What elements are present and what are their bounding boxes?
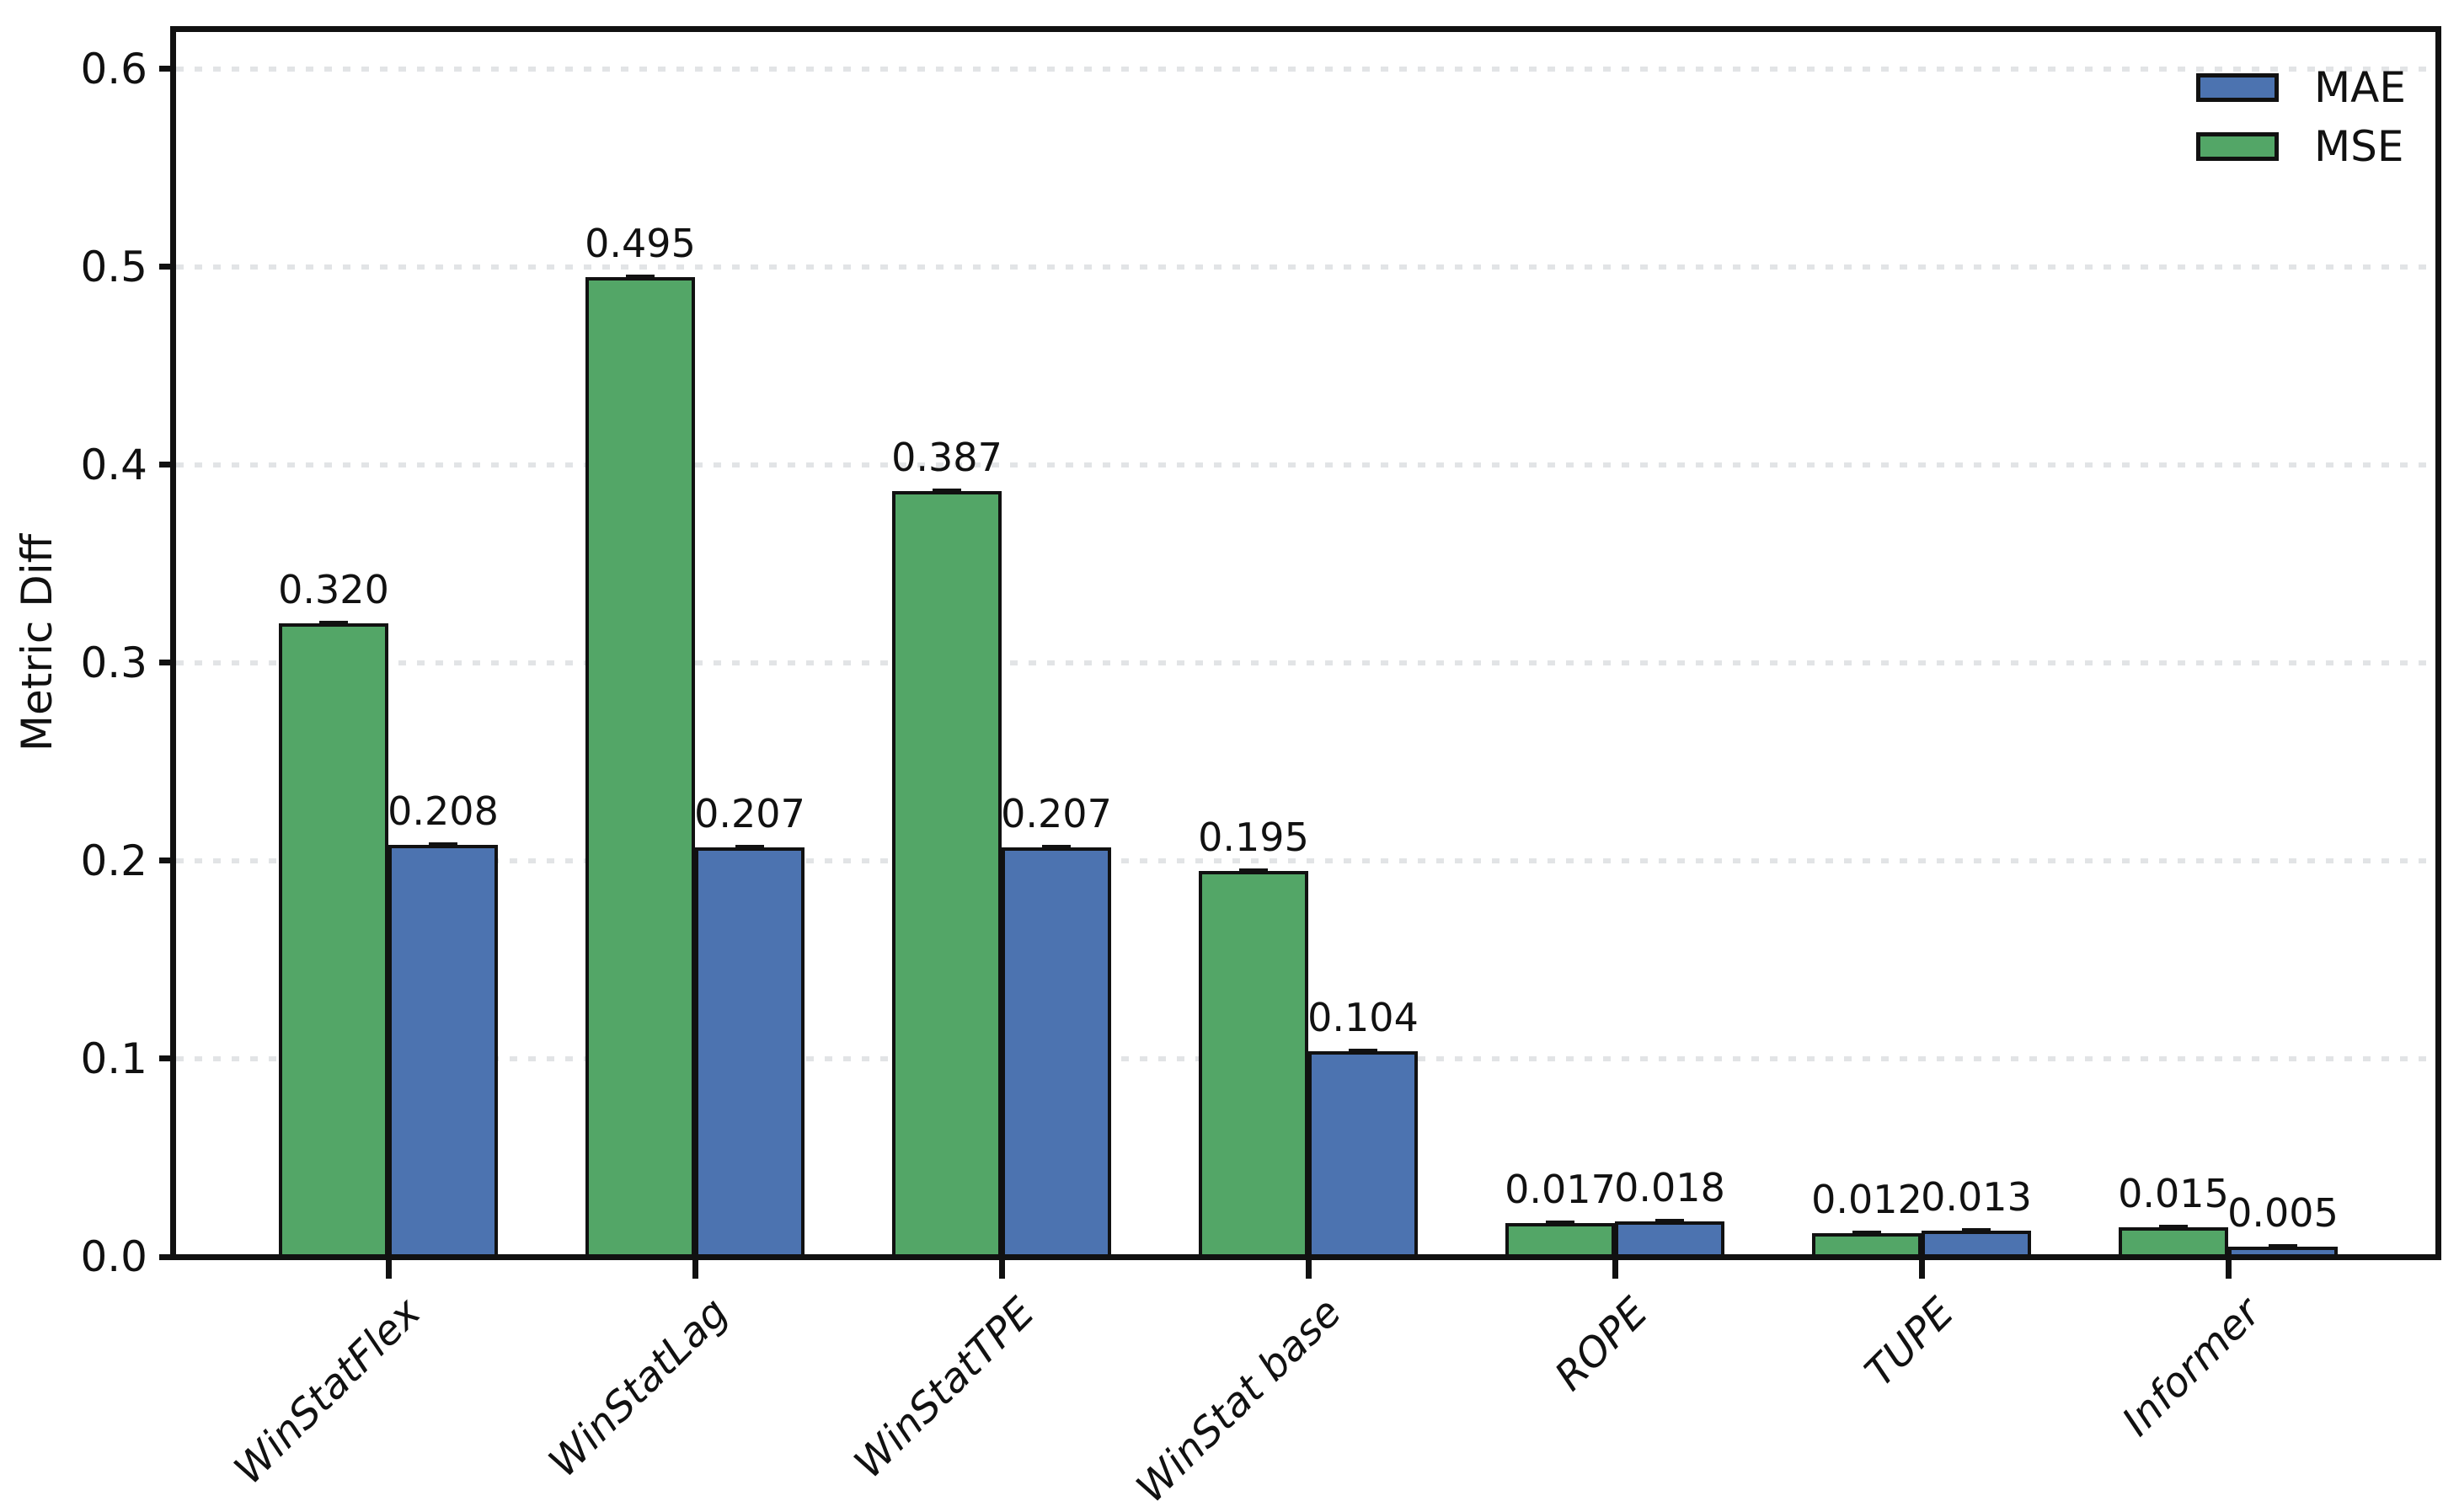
legend-entry-mse: MSE — [2196, 123, 2406, 170]
x-axis-tick-label: ROPE — [1545, 1289, 1657, 1400]
error-bar-cap — [429, 842, 457, 849]
bar-value-label: 0.104 — [1307, 994, 1419, 1040]
x-axis-tick-label: WinStat base — [1126, 1289, 1350, 1512]
bar-mse-winstatflex — [279, 622, 388, 1260]
y-axis-tick-label: 0.2 — [80, 836, 147, 885]
error-bar-cap — [2159, 1224, 2188, 1231]
legend-label: MAE — [2314, 63, 2406, 112]
x-axis-tick — [692, 1258, 698, 1279]
legend-swatch-mse — [2196, 132, 2279, 161]
error-bar-cap — [319, 620, 348, 627]
x-axis-tick-label: WinStatFlex — [225, 1289, 430, 1493]
x-axis-tick — [2225, 1258, 2232, 1279]
error-bar-cap — [1546, 1221, 1574, 1227]
error-bar-cap — [1852, 1230, 1881, 1237]
y-axis-tick — [159, 1055, 173, 1062]
bar-mse-winstat-base — [1199, 870, 1308, 1260]
bar-mse-winstatlag — [585, 276, 695, 1260]
bar-value-label: 0.495 — [585, 220, 696, 266]
x-axis-tick-label: Informer — [2113, 1289, 2270, 1445]
x-axis-tick — [385, 1258, 392, 1279]
bar-value-label: 0.012 — [1811, 1176, 1922, 1222]
bar-value-label: 0.320 — [278, 566, 389, 612]
y-axis-tick-label: 0.6 — [80, 44, 147, 93]
y-axis-tick — [159, 858, 173, 864]
bar-mae-winstatlag — [695, 847, 805, 1260]
bar-value-label: 0.005 — [2227, 1190, 2339, 1237]
y-axis-tick-label: 0.4 — [80, 440, 147, 489]
gridline — [176, 264, 2435, 270]
bar-value-label: 0.013 — [1921, 1174, 2032, 1221]
error-bar-cap — [1962, 1228, 1991, 1235]
bar-value-label: 0.018 — [1614, 1164, 1725, 1210]
y-axis-tick — [159, 66, 173, 72]
error-bar-cap — [1349, 1048, 1377, 1055]
y-axis-tick — [159, 660, 173, 666]
x-axis-tick-label: TUPE — [1856, 1289, 1964, 1397]
x-axis-tick — [1612, 1258, 1618, 1279]
bar-value-label: 0.017 — [1505, 1167, 1616, 1213]
bar-value-label: 0.207 — [1001, 790, 1112, 836]
gridline — [176, 660, 2435, 665]
bar-mae-winstatflex — [388, 845, 498, 1260]
bar-mae-winstattpe — [1002, 847, 1111, 1260]
bar-value-label: 0.207 — [694, 790, 805, 836]
x-axis-tick — [1305, 1258, 1312, 1279]
gridline — [176, 462, 2435, 467]
error-bar-cap — [735, 844, 764, 851]
gridline — [176, 858, 2435, 863]
axis-spine-right — [2435, 26, 2441, 1260]
bar-mae-winstat-base — [1308, 1050, 1418, 1260]
x-axis-tick — [998, 1258, 1005, 1279]
y-axis-tick-label: 0.3 — [80, 638, 147, 687]
bar-mse-winstattpe — [892, 490, 1002, 1260]
axis-spine-bottom — [170, 1254, 2441, 1260]
x-axis-tick — [1918, 1258, 1925, 1279]
legend-swatch-mae — [2196, 73, 2279, 102]
gridline — [176, 66, 2435, 72]
axis-spine-top — [170, 26, 2441, 32]
legend-label: MSE — [2314, 122, 2404, 171]
x-axis-tick-label: WinStatLag — [539, 1289, 737, 1487]
axis-spine-left — [170, 26, 176, 1260]
error-bar-cap — [933, 488, 961, 494]
bar-value-label: 0.208 — [388, 788, 499, 835]
legend-entry-mae: MAE — [2196, 64, 2406, 111]
error-bar-cap — [1655, 1218, 1684, 1225]
y-axis-tick — [159, 264, 173, 270]
y-axis-tick-label: 0.5 — [80, 242, 147, 291]
error-bar-cap — [626, 274, 655, 280]
error-bar-cap — [1042, 844, 1071, 851]
bar-value-label: 0.387 — [891, 434, 1002, 480]
bar-value-label: 0.195 — [1198, 814, 1309, 860]
y-axis-tick-label: 0.0 — [80, 1232, 147, 1281]
bar-value-label: 0.015 — [2118, 1170, 2229, 1216]
error-bar-cap — [1239, 868, 1268, 874]
x-axis-tick-label: WinStatTPE — [844, 1289, 1044, 1488]
legend: MAE MSE — [2196, 64, 2406, 182]
y-axis-tick — [159, 1253, 173, 1260]
y-axis-tick — [159, 462, 173, 468]
error-bar-cap — [2269, 1244, 2297, 1251]
y-axis-tick-label: 0.1 — [80, 1034, 147, 1083]
